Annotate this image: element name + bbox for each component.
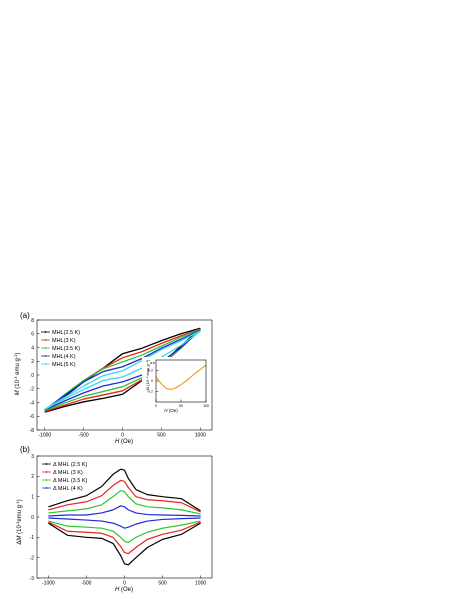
panel-b-legend-marker <box>45 487 48 489</box>
panel-a-ytick-label: 4 <box>31 345 34 351</box>
panel-b-series-3-upper-branch <box>48 505 201 517</box>
panel-b-ytick-label: 0 <box>31 515 34 521</box>
panel-b-ytick-label: -3 <box>30 576 35 582</box>
panel-b-series-0 <box>48 468 201 566</box>
panel-b-series-2-upper-branch <box>48 489 201 515</box>
panel-a-ylabel: M (10-3 emu g-1) <box>13 353 21 396</box>
panel-a-xlabel: H (Oe) <box>115 439 133 445</box>
panel-b-ylabel: ΔM (10-3emu g-1) <box>15 499 23 544</box>
panel-b-series-2-lower-branch <box>48 520 201 544</box>
inset-ytick-label: -0.2 <box>147 390 153 394</box>
panel-a-series-3-lower-branch <box>44 329 201 411</box>
panel-a-series <box>44 327 201 413</box>
panel-a-legend-marker <box>44 339 47 341</box>
panel-a-label: (a) <box>20 311 30 320</box>
panel-a-ytick-label: 8 <box>31 318 34 324</box>
panel-b-axes: -1000 -500 0 500 1000 -3 -2 -1 0 1 2 3 <box>30 454 213 587</box>
panel-b-legend-label: Δ MHL (4 K) <box>53 486 83 492</box>
panel-b-label: (b) <box>20 445 30 454</box>
panel-a-legend-label: MHL(4 K) <box>52 354 76 360</box>
panel-a-series-2 <box>44 329 201 412</box>
panel-a-legend-label: MHL(5 K) <box>52 362 76 368</box>
inset-xtick-label: 50 <box>179 404 183 408</box>
panel-a-xtick-label: 1000 <box>195 433 206 439</box>
panel-b-legend-marker <box>45 463 48 465</box>
panel-a-inset: 0 50 100 -0.2 0 0.2 a-b M (10⁻³ emu g⁻¹) H (O… <box>142 357 209 414</box>
panel-b-series-0-upper-branch <box>48 468 201 512</box>
panel-b-xtick-label: 500 <box>158 581 167 587</box>
inset-xtick-label: 100 <box>203 404 209 408</box>
panel-a-series-0-upper-branch <box>44 327 201 413</box>
panel-b-ytick-label: -2 <box>30 555 35 561</box>
panel-a-legend-label: MHL(2.5 K) <box>52 330 80 336</box>
inset-curve <box>155 364 207 391</box>
panel-a-ytick-label: 2 <box>31 359 34 365</box>
panel-a-ytick-label: -6 <box>30 414 35 420</box>
panel-b-xlabel: H (Oe) <box>115 587 133 593</box>
panel-a-legend: MHL(2.5 K) MHL(3 K) MHL(3.5 K) MHL(4 K) MHL(… <box>41 330 80 368</box>
panel-a-legend-label: MHL(3.5 K) <box>52 346 80 352</box>
inset-ytick-label: 0.2 <box>148 369 153 373</box>
panel-a-xtick-label: -1000 <box>38 433 51 439</box>
panel-a-series-4-upper-branch <box>44 330 201 410</box>
panel-b-series-0-lower-branch <box>48 522 201 566</box>
panel-a-series-2-lower-branch <box>44 329 201 412</box>
inset-xlabel: H (Oe) <box>164 408 178 413</box>
panel-b-series-3 <box>48 505 201 529</box>
panel-b-xtick-label: -1000 <box>42 581 55 587</box>
panel-a-series-4-lower-branch <box>44 330 201 410</box>
panel-b-series <box>48 468 201 566</box>
panel-b-legend-label: Δ MHL (2.5 K) <box>53 462 88 468</box>
panel-a-ytick-label: -8 <box>30 428 35 434</box>
panel-a-xtick-label: -500 <box>79 433 89 439</box>
panel-b-ytick-label: 3 <box>31 454 34 460</box>
panel-b: Δ MHL (2.5 K) Δ MHL (3 K) Δ MHL (3.5 K) Δ M… <box>15 454 213 593</box>
inset-ylabel: M (10⁻³ emu g⁻¹) <box>145 359 150 390</box>
panel-b-series-3-lower-branch <box>48 517 201 529</box>
panel-b-legend-label: Δ MHL (3.5 K) <box>53 478 88 484</box>
panel-a-ytick-label: -2 <box>30 387 35 393</box>
inset-xtick-label: 0 <box>155 404 157 408</box>
panel-a-legend-marker <box>44 355 47 357</box>
panel-b-series-2 <box>48 489 201 544</box>
panel-a: 0 50 100 -0.2 0 0.2 a-b M (10⁻³ emu g⁻¹) H (O… <box>13 318 213 445</box>
panel-b-ytick-label: 2 <box>31 474 34 480</box>
panel-a-xtick-label: 500 <box>157 433 166 439</box>
panel-b-series-1 <box>48 479 201 555</box>
panel-b-ytick-label: -1 <box>30 535 35 541</box>
panel-b-xtick-label: -500 <box>81 581 91 587</box>
panel-a-series-4 <box>44 330 201 410</box>
inset-background <box>142 357 209 414</box>
panel-a-series-2-upper-branch <box>44 329 201 412</box>
panel-a-xtick-label: 0 <box>121 433 124 439</box>
panel-a-legend-label: MHL(3 K) <box>52 338 76 344</box>
panel-a-legend-marker <box>44 331 47 333</box>
panel-a-ytick-label: 6 <box>31 332 34 338</box>
inset-ytick-label: 0 <box>151 379 153 383</box>
panel-b-legend-marker <box>45 471 48 473</box>
panel-a-ytick-label: -4 <box>30 400 35 406</box>
panel-a-series-3 <box>44 329 201 411</box>
panel-b-series-1-upper-branch <box>48 479 201 513</box>
panel-b-legend-marker <box>45 479 48 481</box>
panel-b-ytick-label: 1 <box>31 494 34 500</box>
panel-a-ytick-label: 0 <box>31 373 34 379</box>
inset-plot: 0 50 100 -0.2 0 0.2 <box>142 357 209 414</box>
panel-a-legend-marker <box>44 347 47 349</box>
panel-b-xtick-label: 1000 <box>195 581 206 587</box>
panel-b-legend: Δ MHL (2.5 K) Δ MHL (3 K) Δ MHL (3.5 K) Δ M… <box>42 462 88 492</box>
panel-b-xtick-label: 0 <box>123 581 126 587</box>
panel-b-series-1-lower-branch <box>48 521 201 555</box>
inset-legend: a-b <box>150 361 155 365</box>
panel-a-series-3-upper-branch <box>44 329 201 411</box>
panel-a-legend-marker <box>44 363 47 365</box>
panel-b-legend-label: Δ MHL (3 K) <box>53 470 83 476</box>
